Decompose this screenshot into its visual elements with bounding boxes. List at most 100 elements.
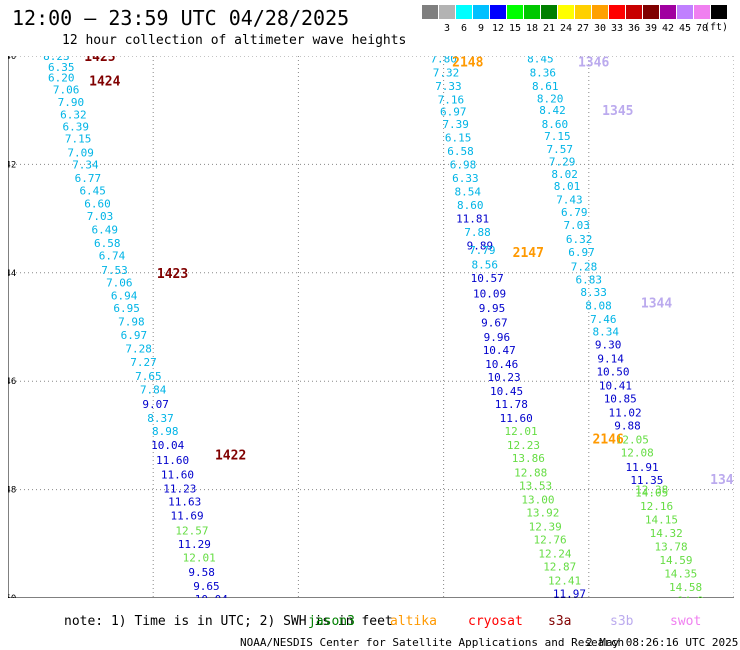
- wave-height-label: 13.78: [655, 541, 688, 554]
- generation-timestamp: 2 May 08:26:16 UTC 2025: [586, 636, 739, 649]
- wave-height-label: 11.35: [630, 474, 663, 487]
- wave-height-label: 9.67: [481, 317, 508, 330]
- wave-height-label: 8.02: [551, 168, 578, 181]
- track-number-label: 1425: [84, 56, 115, 65]
- color-swatch-label: 12: [491, 23, 505, 34]
- legend-item-s3b: s3b: [610, 614, 634, 629]
- color-swatch-label: 27: [576, 23, 590, 34]
- wave-height-label: 11.23: [163, 483, 196, 496]
- wave-height-label: 8.45: [527, 56, 554, 66]
- legend-item-jason3: jason3: [308, 614, 355, 629]
- wave-height-label: 11.60: [161, 468, 194, 481]
- wave-height-label: 7.29: [549, 156, 576, 169]
- color-swatch-label: 6: [460, 23, 468, 34]
- wave-height-label: 7.98: [118, 316, 145, 329]
- wave-height-label: 6.97: [440, 105, 467, 118]
- wave-height-label: 14.32: [650, 527, 683, 540]
- wave-height-label: 8.98: [152, 425, 179, 438]
- wave-height-label: 7.16: [438, 93, 465, 106]
- track-number-label: 1345: [602, 104, 633, 119]
- wave-height-label: 10.57: [471, 272, 504, 285]
- legend-item-swot: swot: [670, 614, 702, 629]
- wave-height-label: 11.02: [609, 407, 642, 420]
- color-swatch-label: 15: [508, 23, 522, 34]
- track-number-label: 1422: [215, 448, 246, 463]
- color-swatch: [609, 5, 625, 19]
- wave-height-label: 7.03: [563, 219, 590, 232]
- wave-height-label: 12.08: [621, 447, 654, 460]
- wave-height-label: 7.27: [130, 356, 157, 369]
- wave-height-label: 12.88: [514, 466, 547, 479]
- wave-height-label: 7.03: [87, 210, 114, 223]
- wave-height-label: 13.00: [521, 493, 554, 506]
- track-number-label: 2148: [452, 56, 483, 70]
- wave-height-label: 11.29: [178, 538, 211, 551]
- track-number-label: 1344: [641, 297, 672, 312]
- color-swatch-label: 36: [627, 23, 641, 34]
- wave-height-label: 6.33: [452, 172, 479, 185]
- wave-height-label: 7.65: [135, 370, 162, 383]
- color-swatch-label: 45: [678, 23, 692, 34]
- track-number-label: 2147: [513, 246, 544, 261]
- wave-height-label: 6.95: [113, 302, 140, 315]
- wave-height-label: 8.37: [147, 412, 174, 425]
- wave-height-label: 12.24: [538, 548, 571, 561]
- wave-height-label: 8.23: [43, 56, 70, 63]
- wave-height-label: 14.15: [645, 513, 678, 526]
- wave-height-label: 8.54: [455, 186, 482, 199]
- track-number-label: 1423: [157, 267, 188, 282]
- wave-height-label: 14.8: [677, 595, 704, 598]
- wave-height-label: 10.85: [604, 393, 637, 406]
- wave-height-label: 7.15: [544, 130, 571, 143]
- wave-height-label: 7.80: [430, 56, 457, 66]
- wave-height-label: 6.58: [94, 237, 121, 250]
- wave-height-label: 9.07: [142, 398, 169, 411]
- color-swatch: [643, 5, 659, 19]
- color-swatch-label: 3: [443, 23, 451, 34]
- wave-height-label: 12.38: [635, 484, 668, 497]
- wave-height-label: 10.04: [151, 439, 184, 452]
- color-swatch-label: 33: [610, 23, 624, 34]
- color-swatch-label: 70: [695, 23, 709, 34]
- credit-line: NOAA/NESDIS Center for Satellite Applica…: [240, 636, 625, 649]
- wave-height-label: 6.97: [568, 246, 595, 259]
- wave-height-label: 7.57: [547, 143, 574, 156]
- wave-height-label: 8.20: [537, 92, 564, 105]
- wave-height-label: 7.06: [106, 277, 133, 290]
- wave-height-label: 8.33: [580, 286, 607, 299]
- color-swatch: [524, 5, 540, 19]
- track-number-label: 1424: [89, 74, 120, 89]
- y-tick-label: -46: [8, 377, 16, 387]
- wave-height-label: 6.60: [84, 197, 111, 210]
- color-swatch: [439, 5, 455, 19]
- wave-height-label: 8.36: [530, 66, 557, 79]
- track-number-label: 2146: [593, 433, 624, 448]
- wave-height-label: 9.58: [188, 566, 215, 579]
- color-swatch: [473, 5, 489, 19]
- wave-height-label: 8.34: [592, 325, 619, 338]
- wave-height-label: 7.43: [556, 194, 583, 207]
- color-swatch: [694, 5, 710, 19]
- wave-height-label: 6.32: [60, 109, 87, 122]
- wave-height-label: 6.58: [447, 145, 474, 158]
- wave-height-label: 7.53: [101, 264, 128, 277]
- wave-height-plot: 120123126129132135-40-42-44-46-48-508.23…: [8, 56, 734, 598]
- color-swatch: [541, 5, 557, 19]
- wave-height-label: 10.41: [599, 380, 632, 393]
- wave-height-label: 7.28: [571, 260, 598, 273]
- wave-height-label: 10.50: [596, 365, 629, 378]
- wave-height-label: 8.61: [532, 80, 559, 93]
- color-swatch: [677, 5, 693, 19]
- wave-height-label: 13.53: [519, 479, 552, 492]
- wave-height-label: 12.41: [548, 575, 581, 588]
- color-swatch: [507, 5, 523, 19]
- wave-height-label: 8.60: [457, 199, 484, 212]
- wave-height-label: 7.06: [53, 84, 80, 97]
- color-swatch-label: 18: [525, 23, 539, 34]
- color-scale-unit: (ft): [704, 22, 729, 33]
- wave-height-label: 12.23: [507, 439, 540, 452]
- wave-height-label: 10.46: [485, 358, 518, 371]
- wave-height-label: 11.60: [156, 454, 189, 467]
- wave-height-label: 6.32: [566, 233, 593, 246]
- color-swatch-label: 39: [644, 23, 658, 34]
